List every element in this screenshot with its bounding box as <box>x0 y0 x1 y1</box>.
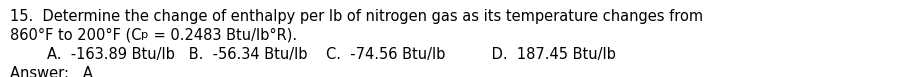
Text: A.  -163.89 Btu/lb   B.  -56.34 Btu/lb    C.  -74.56 Btu/lb          D.  187.45 : A. -163.89 Btu/lb B. -56.34 Btu/lb C. -7… <box>10 47 616 62</box>
Text: 860°F to 200°F (C: 860°F to 200°F (C <box>10 28 141 43</box>
Text: Answer:   A: Answer: A <box>10 66 93 77</box>
Text: = 0.2483 Btu/lb°R).: = 0.2483 Btu/lb°R). <box>149 28 297 43</box>
Text: 15.  Determine the change of enthalpy per lb of nitrogen gas as its temperature : 15. Determine the change of enthalpy per… <box>10 9 703 24</box>
Text: p: p <box>141 30 149 41</box>
